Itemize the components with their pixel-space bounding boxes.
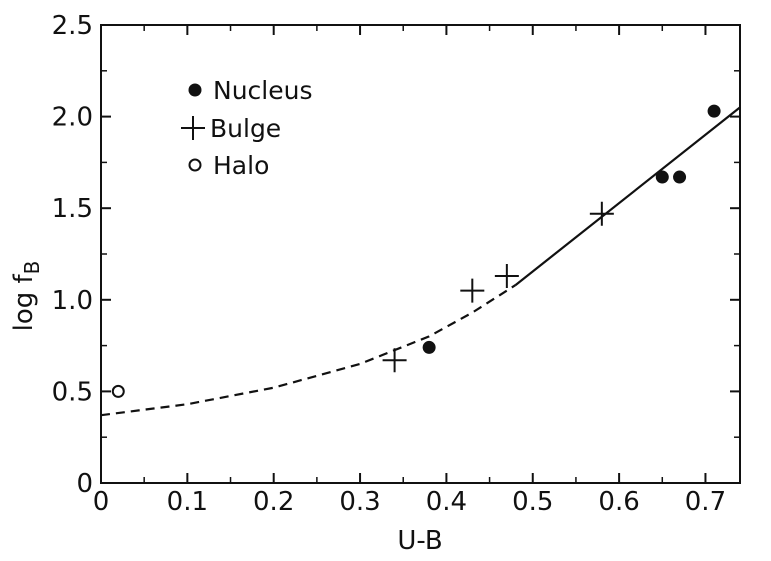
y-tick-label: 1.5 xyxy=(52,194,93,224)
legend-item-bulge: Bulge xyxy=(181,114,281,143)
y-tick-label: 2.0 xyxy=(52,103,93,133)
point-nucleus xyxy=(707,104,721,118)
legend-marker-nucleus xyxy=(188,83,202,97)
point-bulge xyxy=(382,348,407,373)
legend-item-halo: Halo xyxy=(188,151,269,180)
fit-curves xyxy=(100,106,741,417)
x-tick-label: 0.4 xyxy=(426,487,467,517)
fit-curve-dashed xyxy=(100,284,517,417)
y-axis-ticks: 0 0.5 1.0 1.5 2.0 2.5 xyxy=(52,11,740,499)
point-bulge xyxy=(460,278,485,303)
point-nucleus xyxy=(673,170,687,184)
y-axis-label-main: log f xyxy=(9,273,39,331)
legend-label-halo: Halo xyxy=(213,151,269,180)
y-tick-label: 2.5 xyxy=(52,11,93,41)
y-axis-label-subscript: B xyxy=(20,261,44,275)
fit-line-solid xyxy=(514,106,741,286)
x-tick-label: 0.5 xyxy=(512,487,553,517)
x-tick-label: 0.1 xyxy=(167,487,208,517)
data-points xyxy=(111,104,721,398)
point-bulge xyxy=(494,263,519,288)
y-tick-label: 0 xyxy=(76,469,93,499)
legend: Nucleus Bulge Halo xyxy=(181,76,313,180)
legend-marker-halo xyxy=(188,158,202,172)
x-tick-label: 0.3 xyxy=(339,487,380,517)
x-tick-label: 0 xyxy=(93,487,110,517)
y-tick-label: 1.0 xyxy=(52,286,93,316)
x-tick-label: 0.7 xyxy=(685,487,726,517)
y-axis-label: log fB xyxy=(9,261,44,332)
x-axis-ticks: 0 0.1 0.2 0.3 0.4 0.5 0.6 0.7 xyxy=(93,25,726,517)
point-bulge xyxy=(589,201,614,226)
x-tick-label: 0.6 xyxy=(598,487,639,517)
point-nucleus xyxy=(422,340,436,354)
legend-item-nucleus: Nucleus xyxy=(188,76,313,105)
legend-label-nucleus: Nucleus xyxy=(213,76,313,105)
point-nucleus xyxy=(655,170,669,184)
x-axis-label: U-B xyxy=(397,526,442,556)
y-tick-label: 0.5 xyxy=(52,377,93,407)
point-halo xyxy=(111,384,125,398)
legend-label-bulge: Bulge xyxy=(210,114,281,143)
legend-marker-bulge xyxy=(181,116,205,140)
x-tick-label: 0.2 xyxy=(253,487,294,517)
